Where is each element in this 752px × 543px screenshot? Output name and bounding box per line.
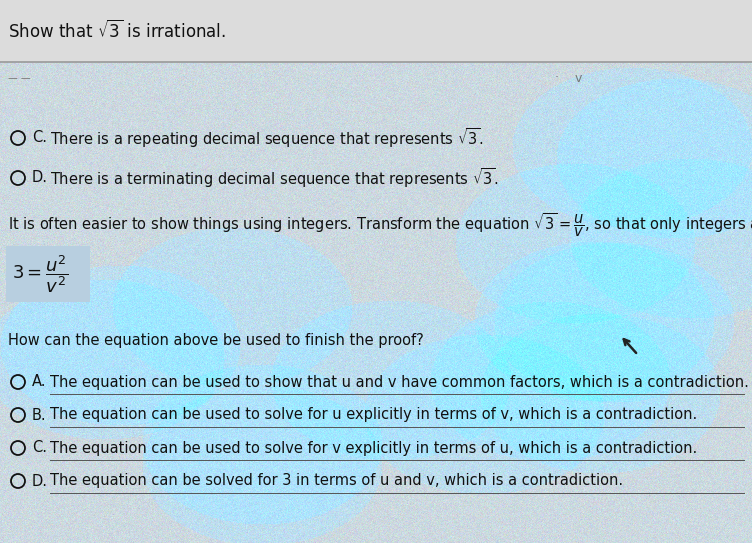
Text: D.: D. [32, 171, 48, 186]
Text: There is a repeating decimal sequence that represents $\sqrt{3}$.: There is a repeating decimal sequence th… [50, 126, 484, 150]
Text: C.: C. [32, 130, 47, 146]
Text: The equation can be solved for 3 in terms of u and v, which is a contradiction.: The equation can be solved for 3 in term… [50, 473, 623, 489]
Text: How can the equation above be used to finish the proof?: How can the equation above be used to fi… [8, 332, 423, 348]
Text: The equation can be used to solve for u explicitly in terms of v, which is a con: The equation can be used to solve for u … [50, 407, 697, 422]
Text: v: v [575, 72, 582, 85]
Text: D.: D. [32, 473, 48, 489]
Text: Show that $\sqrt{3}$ is irrational.: Show that $\sqrt{3}$ is irrational. [8, 20, 226, 42]
Text: C.: C. [32, 440, 47, 456]
Text: — —: — — [8, 73, 31, 83]
Text: ·: · [555, 72, 559, 85]
Text: It is often easier to show things using integers. Transform the equation $\sqrt{: It is often easier to show things using … [8, 211, 752, 239]
Text: The equation can be used to solve for v explicitly in terms of u, which is a con: The equation can be used to solve for v … [50, 440, 697, 456]
Text: A.: A. [32, 375, 47, 389]
Text: The equation can be used to show that u and v have common factors, which is a co: The equation can be used to show that u … [50, 375, 749, 389]
Text: $3 = \dfrac{u^2}{v^2}$: $3 = \dfrac{u^2}{v^2}$ [12, 253, 68, 295]
FancyBboxPatch shape [0, 0, 752, 62]
Text: There is a terminating decimal sequence that represents $\sqrt{3}$.: There is a terminating decimal sequence … [50, 166, 499, 190]
FancyBboxPatch shape [6, 246, 90, 302]
Text: B.: B. [32, 407, 47, 422]
